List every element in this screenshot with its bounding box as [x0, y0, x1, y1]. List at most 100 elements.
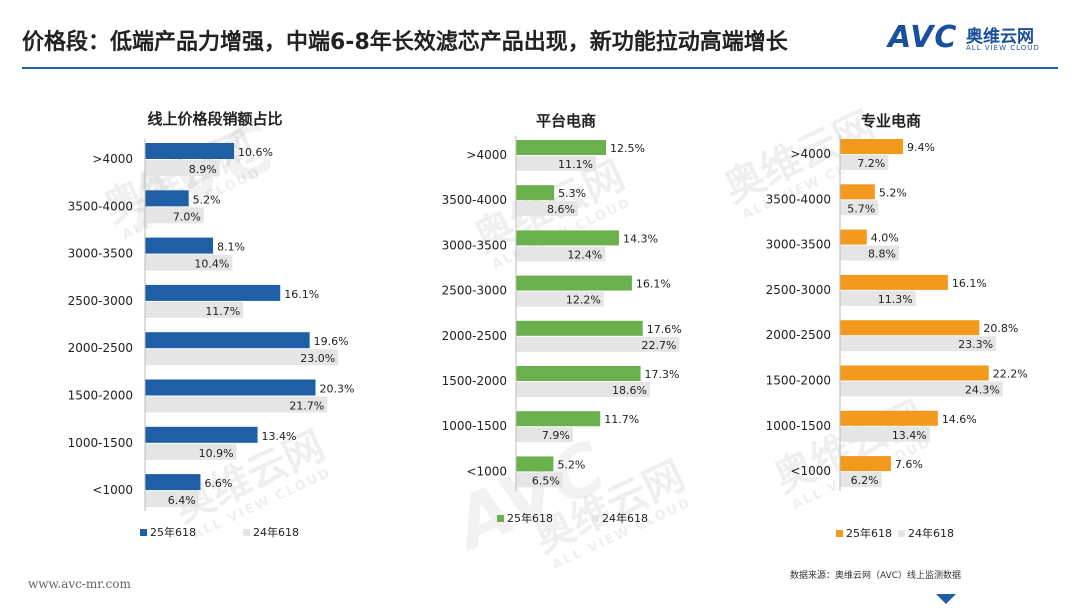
bar-25-618	[516, 230, 619, 246]
category-label: 2000-2500	[766, 328, 831, 342]
data-label-25-618: 5.3%	[558, 187, 586, 200]
data-label-25-618: 5.2%	[879, 186, 907, 199]
bar-25-618	[516, 320, 643, 336]
bar-24-618	[840, 426, 930, 442]
bar-24-618	[516, 382, 650, 397]
legend-label-25-618: 25年618	[507, 511, 553, 525]
data-label-25-618: 5.2%	[193, 193, 221, 206]
bar-24-618	[145, 443, 237, 460]
bar-24-618	[516, 201, 578, 217]
bottom-triangle-marker	[936, 594, 956, 604]
chart-title: 专业电商	[861, 112, 921, 130]
chart-layer: 线上价格段销额占比 >4000 10.6% 8.9% 3500-4000 5.2% 7.0%…	[68, 110, 1028, 540]
legend-swatch-25-618	[140, 529, 147, 536]
logo-mark: AVC	[888, 20, 958, 55]
bar-24-618	[840, 336, 997, 352]
data-label-24-618: 22.7%	[641, 339, 676, 352]
data-label-24-618: 6.5%	[532, 474, 560, 487]
category-label: 1000-1500	[68, 436, 133, 450]
legend-swatch-25-618	[497, 515, 504, 522]
data-label-25-618: 8.1%	[217, 241, 245, 254]
bar-25-618	[840, 320, 980, 336]
bar-24-618	[840, 245, 899, 261]
data-label-24-618: 24.3%	[965, 384, 1000, 397]
data-label-24-618: 12.2%	[566, 294, 601, 307]
data-label-25-618: 19.6%	[314, 335, 349, 348]
bar-25-618	[145, 332, 310, 349]
data-label-24-618: 8.8%	[868, 248, 896, 261]
data-label-25-618: 5.2%	[557, 458, 585, 471]
data-label-24-618: 23.0%	[300, 352, 335, 365]
bar-25-618	[840, 184, 875, 200]
category-label: >4000	[92, 152, 133, 166]
data-label-24-618: 10.9%	[199, 447, 234, 460]
legend-swatch-24-618	[592, 515, 599, 522]
bar-24-618	[516, 291, 604, 307]
category-label: 1500-2000	[442, 374, 507, 388]
data-label-25-618: 17.3%	[645, 368, 680, 381]
category-label: 3000-3500	[766, 238, 831, 252]
data-label-24-618: 23.3%	[958, 338, 993, 351]
category-label: 3000-3500	[68, 247, 133, 261]
chart-title: 平台电商	[536, 112, 596, 130]
bar-25-618	[145, 284, 281, 301]
data-label-24-618: 11.1%	[558, 158, 593, 171]
bar-24-618	[145, 491, 199, 508]
category-label: 2000-2500	[68, 341, 133, 355]
bar-24-618	[516, 472, 563, 488]
legend-swatch-25-618	[836, 530, 843, 537]
bar-25-618	[145, 379, 316, 396]
data-label-25-618: 20.3%	[320, 383, 355, 396]
data-label-24-618: 11.7%	[205, 305, 240, 318]
logo-english-name: ALL VIEW CLOUD	[966, 44, 1040, 52]
bar-25-618	[516, 456, 554, 472]
bar-24-618	[145, 396, 328, 413]
category-label: 1500-2000	[766, 374, 831, 388]
data-label-24-618: 7.2%	[857, 157, 885, 170]
data-label-25-618: 16.1%	[284, 288, 319, 301]
bar-24-618	[516, 246, 606, 262]
data-label-24-618: 7.9%	[542, 429, 570, 442]
bar-24-618	[145, 207, 204, 224]
data-label-25-618: 6.6%	[204, 477, 232, 490]
chart-title: 线上价格段销额占比	[147, 110, 282, 128]
bar-25-618	[516, 140, 606, 155]
data-label-25-618: 14.6%	[942, 413, 977, 426]
chart-2: 平台电商 >4000 12.5% 11.1% 3500-4000 5.3% 8.6% 3000…	[442, 112, 682, 525]
data-label-25-618: 11.7%	[604, 413, 639, 426]
chart-3: 专业电商 >4000 9.4% 7.2% 3500-4000 5.2% 5.7% 3000-3…	[766, 112, 1028, 540]
category-label: >4000	[790, 147, 831, 161]
footer-url: www.avc-mr.com	[28, 577, 131, 591]
data-label-25-618: 10.6%	[238, 146, 273, 159]
category-label: <1000	[92, 483, 133, 497]
bar-24-618	[145, 301, 244, 318]
data-label-24-618: 8.6%	[547, 203, 575, 216]
bar-24-618	[840, 472, 882, 488]
legend-label-25-618: 25年618	[150, 525, 196, 539]
legend-label-24-618: 24年618	[908, 526, 954, 540]
bar-25-618	[145, 474, 201, 491]
category-label: 1000-1500	[442, 419, 507, 433]
category-label: >4000	[466, 148, 507, 162]
category-label: 2000-2500	[442, 329, 507, 343]
data-label-25-618: 12.5%	[610, 142, 645, 155]
data-label-24-618: 13.4%	[892, 429, 927, 442]
bar-25-618	[840, 410, 938, 426]
logo-chinese-name: 奥维云网	[966, 27, 1034, 47]
data-label-24-618: 10.4%	[194, 258, 229, 271]
footer-source: 数据来源：奥维云网（AVC）线上监测数据	[790, 571, 962, 581]
category-label: <1000	[466, 464, 507, 478]
bar-24-618	[516, 427, 573, 443]
bar-25-618	[145, 190, 189, 207]
bar-25-618	[840, 456, 891, 472]
data-label-25-618: 9.4%	[907, 141, 935, 154]
bar-24-618	[516, 336, 680, 352]
bar-24-618	[145, 160, 220, 176]
bar-25-618	[516, 185, 555, 201]
bar-24-618	[516, 156, 596, 171]
bar-25-618	[840, 365, 989, 381]
data-label-25-618: 22.2%	[993, 368, 1028, 381]
category-label: 3500-4000	[68, 199, 133, 213]
bar-25-618	[145, 426, 258, 443]
data-label-25-618: 14.3%	[623, 232, 658, 245]
